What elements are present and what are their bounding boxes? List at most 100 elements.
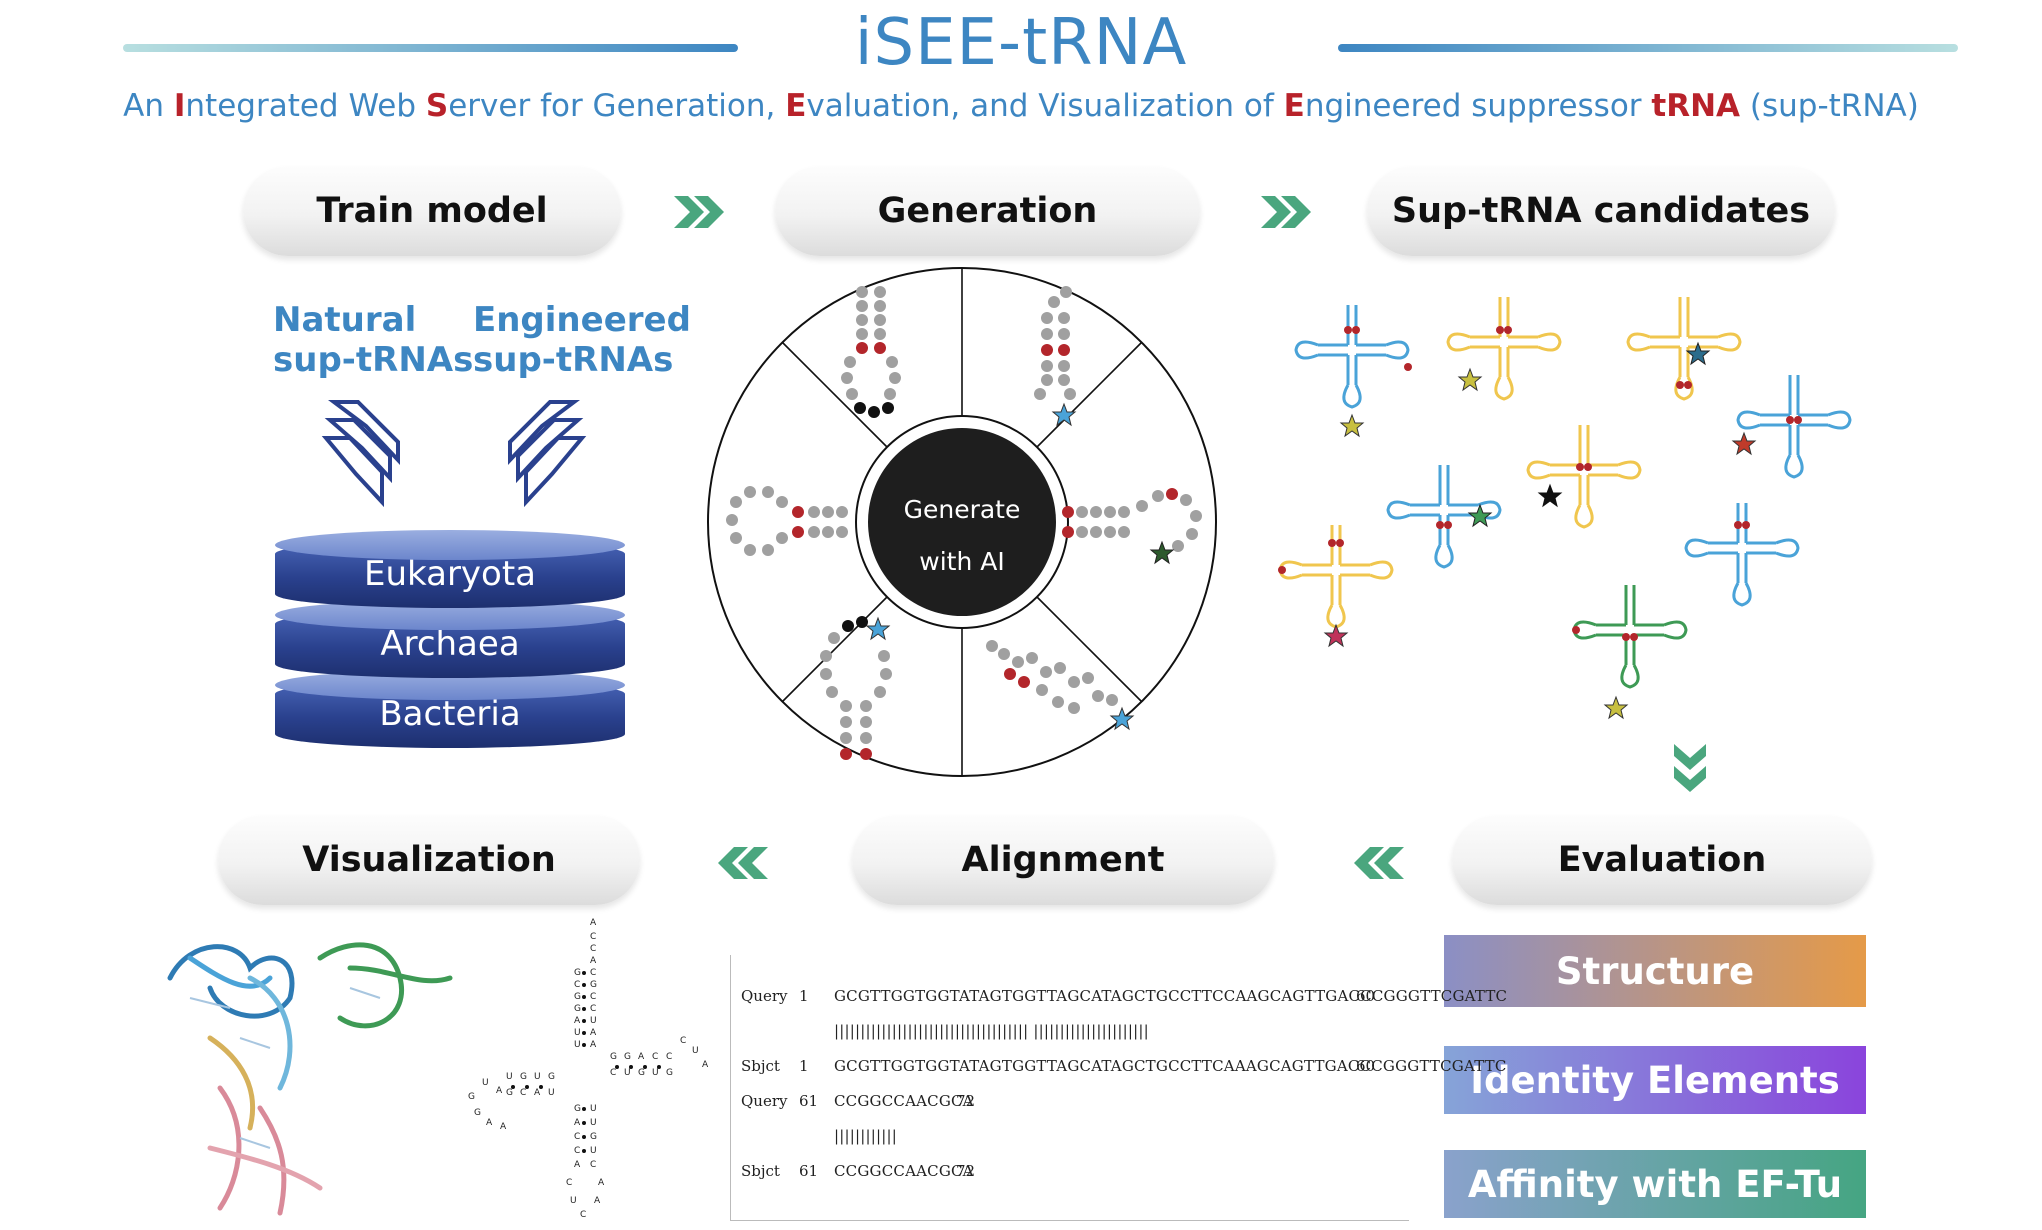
alignment-sequence: GCGTTGGTGGTATAGTGGTTAGCATAGCTGCCTTCCAAGC… — [834, 987, 1508, 1005]
svg-text:G: G — [574, 992, 581, 1002]
svg-text:U: U — [570, 1196, 577, 1206]
subtitle-text: ngineered suppressor — [1304, 88, 1652, 124]
star-icon — [1603, 695, 1629, 720]
arrow-down-right-icon — [321, 400, 400, 508]
svg-text:G: G — [610, 1052, 617, 1062]
alignment-start-number: 1 — [799, 987, 809, 1005]
star-icon — [1457, 367, 1483, 392]
label-line: Engineered — [473, 300, 691, 340]
svg-text:A: A — [574, 1118, 581, 1128]
svg-text:A: A — [574, 1016, 581, 1026]
generator-line: with AI — [919, 547, 1005, 576]
alignment-panel: Query 1 GCGTTGGTGGTATAGTGGTTAGCATAGCTGCCTT… — [730, 955, 1507, 1221]
star-icon — [1339, 413, 1365, 438]
step-visualization: Visualization — [218, 815, 640, 905]
svg-text:G: G — [574, 1004, 581, 1014]
step-train-model: Train model — [243, 166, 621, 256]
double-chevron-down-icon — [1674, 744, 1706, 792]
svg-text:G: G — [624, 1052, 631, 1062]
alignment-sequence: |||||||||||| — [834, 1127, 898, 1145]
svg-text:G: G — [666, 1068, 673, 1078]
svg-text:C: C — [652, 1052, 658, 1062]
svg-text:C: C — [574, 1132, 580, 1142]
generate-with-ai-label: Generate with AI — [862, 484, 1062, 588]
svg-text:C: C — [566, 1178, 572, 1188]
step-alignment: Alignment — [852, 815, 1274, 905]
subtitle-text: erver for Generation, — [448, 88, 786, 124]
svg-text:U: U — [590, 1016, 597, 1026]
alignment-start-number: 1 — [799, 1057, 809, 1075]
star-icon — [1467, 503, 1493, 528]
step-sup-trna-candidates: Sup-tRNA candidates — [1367, 166, 1835, 256]
svg-text:U: U — [482, 1078, 489, 1088]
subtitle-text: valuation, and Visualization of — [806, 88, 1284, 124]
arrow-down-left-icon — [508, 400, 587, 508]
svg-text:G: G — [548, 1072, 555, 1082]
subtitle-text: ntegrated Web — [185, 88, 426, 124]
svg-text:C: C — [580, 1210, 586, 1220]
svg-text:U: U — [590, 1118, 597, 1128]
svg-text:U: U — [548, 1088, 555, 1098]
svg-text:A: A — [590, 1040, 597, 1050]
label-line: sup-tRNAs — [273, 340, 474, 380]
svg-text:A: A — [590, 918, 597, 928]
svg-text:C: C — [520, 1088, 526, 1098]
svg-text:C: C — [590, 932, 596, 942]
svg-text:A: A — [598, 1178, 605, 1188]
star-icon — [1109, 706, 1135, 731]
svg-text:C: C — [590, 1004, 596, 1014]
trna-3d-structure — [167, 942, 453, 1216]
label-line: sup-tRNAs — [473, 340, 674, 380]
star-icon — [1537, 483, 1563, 508]
step-evaluation: Evaluation — [1452, 815, 1872, 905]
svg-text:G: G — [506, 1088, 513, 1098]
svg-text:C: C — [666, 1052, 672, 1062]
svg-text:U: U — [590, 1104, 597, 1114]
database-disk-top — [275, 530, 625, 560]
svg-text:A: A — [486, 1118, 493, 1128]
svg-text:C: C — [590, 968, 596, 978]
svg-text:A: A — [500, 1122, 507, 1132]
svg-text:U: U — [624, 1068, 631, 1078]
alignment-sequence: CCGGCCAACGCA — [834, 1162, 974, 1180]
svg-text:G: G — [590, 1132, 597, 1142]
svg-text:U: U — [574, 1040, 581, 1050]
alignment-row-label: Query — [741, 1092, 788, 1110]
title-rule-left — [123, 44, 738, 52]
svg-text:G: G — [574, 1104, 581, 1114]
generation-wheel — [707, 267, 1217, 777]
generator-line: Generate — [903, 495, 1021, 524]
svg-text:G: G — [590, 980, 597, 990]
double-chevron-right-icon — [1261, 196, 1311, 228]
svg-text:U: U — [574, 1028, 581, 1038]
svg-text:A: A — [702, 1060, 709, 1070]
svg-text:A: A — [590, 1028, 597, 1038]
subtitle-highlight: tRNA — [1651, 88, 1741, 124]
double-chevron-left-icon — [718, 847, 768, 879]
svg-text:G: G — [520, 1072, 527, 1082]
svg-text:U: U — [692, 1046, 699, 1056]
svg-text:G: G — [474, 1108, 481, 1118]
label-line: Natural — [273, 300, 417, 340]
alignment-start-number: 61 — [799, 1162, 819, 1180]
alignment-row-label: Sbjct — [741, 1162, 780, 1180]
svg-text:U: U — [652, 1068, 659, 1078]
alignment-end-number: 60 — [1356, 1057, 1376, 1075]
alignment-end-number: 60 — [1356, 987, 1376, 1005]
svg-text:C: C — [590, 944, 596, 954]
svg-text:U: U — [590, 1146, 597, 1156]
step-generation: Generation — [775, 166, 1200, 256]
alignment-end-number: 72 — [956, 1092, 976, 1110]
alignment-sequence: GCGTTGGTGGTATAGTGGTTAGCATAGCTGCCTTCAAAGC… — [834, 1057, 1507, 1075]
subtitle-highlight: E — [1283, 88, 1305, 124]
svg-text:C: C — [590, 992, 596, 1002]
engineered-sup-trnas-label: Engineered sup-tRNAs — [473, 300, 691, 380]
page-subtitle: An Integrated Web Server for Generation,… — [0, 88, 2042, 124]
alignment-start-number: 61 — [799, 1092, 819, 1110]
sup-trna-candidates-cluster — [1278, 295, 1852, 720]
alignment-row-label: Query — [741, 987, 788, 1005]
svg-text:A: A — [496, 1086, 503, 1096]
subtitle-highlight: E — [785, 88, 807, 124]
subtitle-highlight: I — [173, 88, 186, 124]
